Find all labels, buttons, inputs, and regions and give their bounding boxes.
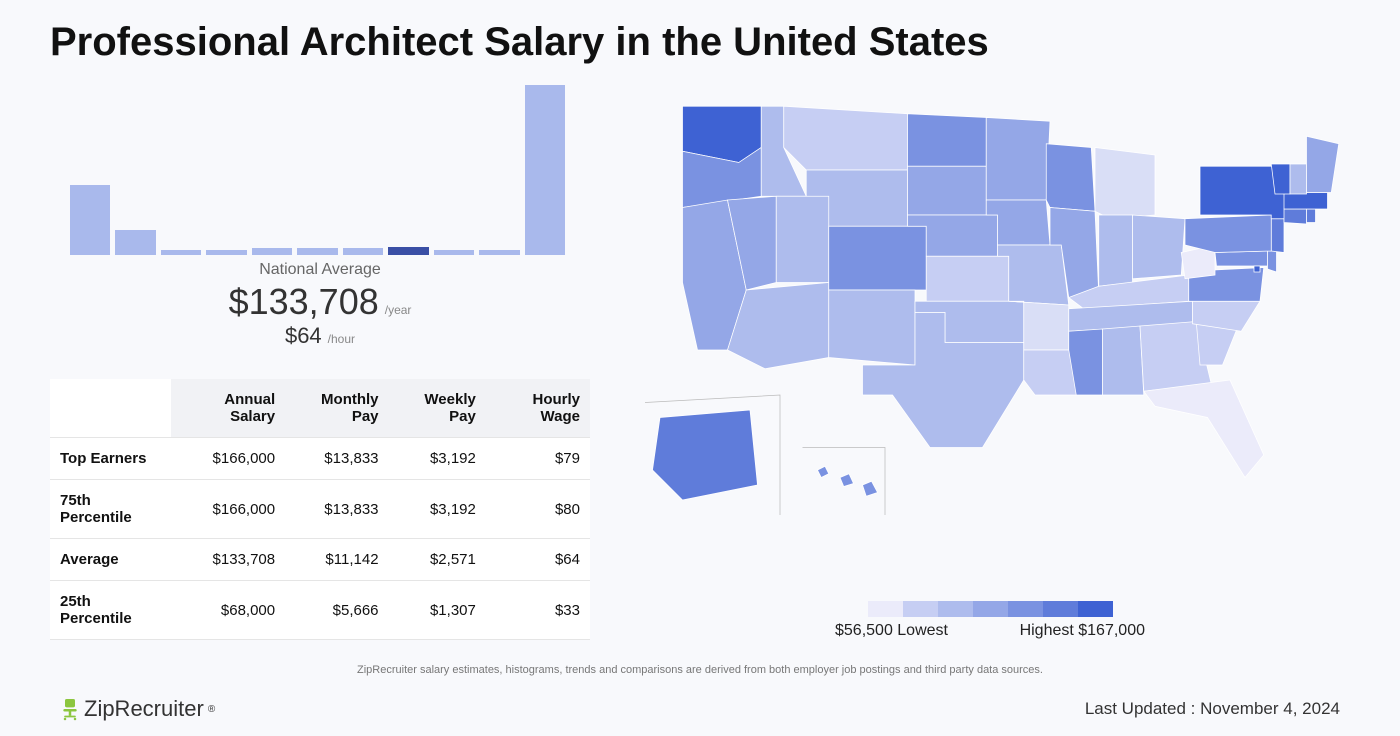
table-row: 25th Percentile$68,000$5,666$1,307$33 <box>50 581 590 640</box>
state-nm <box>829 290 915 365</box>
last-updated: Last Updated : November 4, 2024 <box>1085 699 1340 719</box>
table-cell: $133,708 <box>171 539 285 581</box>
state-fl <box>1144 380 1264 478</box>
table-cell: $64 <box>486 539 590 581</box>
state-hi <box>863 481 878 496</box>
state-ak <box>653 410 758 500</box>
table-row: Top Earners$166,000$13,833$3,192$79 <box>50 438 590 480</box>
histogram-bar <box>479 250 519 255</box>
state-ks <box>926 256 1009 301</box>
state-nd <box>908 114 987 167</box>
salary-histogram <box>70 85 565 255</box>
legend-swatch <box>868 601 903 617</box>
state-nh <box>1290 164 1307 194</box>
table-cell: $11,142 <box>285 539 388 581</box>
legend-highest-label: Highest $167,000 <box>1020 622 1145 640</box>
state-hi <box>818 466 829 477</box>
state-co <box>829 226 927 290</box>
table-cell: $80 <box>486 480 590 539</box>
table-header: Weekly Pay <box>389 379 486 438</box>
table-cell: $13,833 <box>285 438 388 480</box>
state-sd <box>908 166 987 215</box>
page-title: Professional Architect Salary in the Uni… <box>50 20 1350 65</box>
histogram-bar <box>206 250 246 255</box>
table-cell: $68,000 <box>171 581 285 640</box>
national-average-hourly: $64 <box>285 323 322 349</box>
histogram-bar <box>343 248 383 255</box>
ziprecruiter-logo: ZipRecruiter® <box>60 696 215 722</box>
state-mt <box>784 106 908 170</box>
table-cell: $2,571 <box>389 539 486 581</box>
table-cell: $166,000 <box>171 438 285 480</box>
state-oh <box>1133 215 1186 279</box>
table-cell: $3,192 <box>389 480 486 539</box>
map-legend: $56,500 Lowest Highest $167,000 <box>835 601 1145 640</box>
legend-swatch <box>1078 601 1113 617</box>
disclaimer-text: ZipRecruiter salary estimates, histogram… <box>50 664 1350 676</box>
table-cell: $166,000 <box>171 480 285 539</box>
table-cell: $79 <box>486 438 590 480</box>
state-ut <box>776 196 829 282</box>
table-cell: Average <box>50 539 171 581</box>
state-mn <box>986 118 1050 201</box>
legend-swatch <box>938 601 973 617</box>
state-me <box>1307 136 1339 192</box>
state-al <box>1103 326 1144 395</box>
histogram-bar <box>434 250 474 255</box>
state-md <box>1215 251 1268 266</box>
state-nj <box>1271 219 1284 253</box>
state-wi <box>1046 144 1095 212</box>
state-de <box>1268 251 1277 272</box>
histogram-bar <box>525 85 565 255</box>
state-mi <box>1095 148 1155 219</box>
table-cell: $1,307 <box>389 581 486 640</box>
brand-name: ZipRecruiter <box>84 696 204 722</box>
legend-lowest-label: $56,500 Lowest <box>835 622 948 640</box>
salary-breakdown-table: Annual SalaryMonthly PayWeekly PayHourly… <box>50 379 590 640</box>
legend-swatch <box>903 601 938 617</box>
table-header: Hourly Wage <box>486 379 590 438</box>
legend-swatch <box>1008 601 1043 617</box>
histogram-bar <box>388 247 428 256</box>
national-average-hourly-unit: /hour <box>328 332 355 346</box>
national-average-annual-unit: /year <box>385 303 412 317</box>
chair-icon <box>60 697 80 721</box>
table-cell: $5,666 <box>285 581 388 640</box>
table-row: 75th Percentile$166,000$13,833$3,192$80 <box>50 480 590 539</box>
state-in <box>1099 215 1133 286</box>
histogram-bar <box>161 250 201 255</box>
state-ma <box>1284 193 1328 210</box>
legend-swatch <box>1043 601 1078 617</box>
table-header: Monthly Pay <box>285 379 388 438</box>
table-header: Annual Salary <box>171 379 285 438</box>
state-ri <box>1307 209 1316 223</box>
table-cell: 75th Percentile <box>50 480 171 539</box>
table-cell: Top Earners <box>50 438 171 480</box>
histogram-bar <box>115 230 155 256</box>
table-row: Average$133,708$11,142$2,571$64 <box>50 539 590 581</box>
national-average-block: National Average $133,708 /year $64 /hou… <box>50 261 590 349</box>
table-header <box>50 379 171 438</box>
state-vt <box>1271 164 1290 194</box>
us-choropleth-map <box>630 85 1350 555</box>
legend-swatch <box>973 601 1008 617</box>
state-hi <box>840 474 854 487</box>
histogram-bar <box>70 185 110 255</box>
state-dc <box>1254 266 1260 272</box>
national-average-label: National Average <box>50 261 590 279</box>
table-cell: $13,833 <box>285 480 388 539</box>
histogram-bar <box>252 248 292 255</box>
histogram-bar <box>297 248 337 255</box>
state-ct <box>1284 209 1307 224</box>
table-cell: $3,192 <box>389 438 486 480</box>
national-average-annual: $133,708 <box>229 281 379 323</box>
table-cell: $33 <box>486 581 590 640</box>
table-cell: 25th Percentile <box>50 581 171 640</box>
state-pa <box>1185 215 1271 253</box>
